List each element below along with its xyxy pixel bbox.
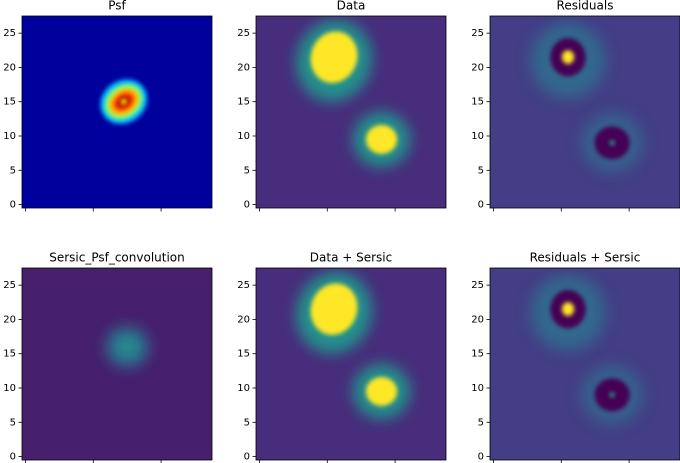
y-tick-label: 0	[10, 200, 16, 211]
axes-frame	[21, 15, 213, 209]
image	[105, 326, 149, 368]
y-tick-label: 0	[478, 200, 484, 211]
blob	[561, 302, 575, 316]
y-tick-label: 20	[471, 62, 484, 73]
y-tick-label: 5	[10, 417, 16, 428]
y-tick-label: 5	[478, 417, 484, 428]
y-tick-label: 0	[244, 452, 250, 463]
y-tick-label: 0	[10, 452, 16, 463]
blob	[120, 98, 127, 105]
axes-frame	[255, 267, 447, 461]
blob	[119, 340, 135, 354]
axes-frame	[489, 267, 680, 461]
axes-frame	[21, 267, 213, 461]
y-tick-label: 20	[237, 314, 250, 325]
panel-title: Psf	[108, 0, 126, 13]
blob	[561, 50, 575, 64]
panel-title: Residuals + Sersic	[530, 251, 641, 265]
blob	[365, 377, 398, 406]
y-tick-label: 25	[3, 280, 16, 291]
y-tick-label: 25	[3, 28, 16, 39]
blob	[310, 31, 358, 83]
y-tick-label: 10	[3, 131, 16, 142]
y-tick-label: 10	[471, 131, 484, 142]
y-tick-label: 15	[3, 349, 16, 360]
image	[296, 19, 411, 167]
y-tick-label: 10	[237, 131, 250, 142]
y-tick-label: 20	[3, 314, 16, 325]
panel-title: Data + Sersic	[310, 251, 392, 265]
axes-frame	[489, 15, 680, 209]
y-tick-label: 25	[237, 28, 250, 39]
y-tick-label: 15	[3, 97, 16, 108]
image	[100, 79, 148, 125]
blob	[310, 283, 358, 335]
y-tick-label: 25	[237, 280, 250, 291]
axes-frame	[255, 15, 447, 209]
y-tick-label: 20	[3, 62, 16, 73]
y-tick-label: 25	[471, 28, 484, 39]
y-tick-label: 20	[237, 62, 250, 73]
y-tick-label: 15	[471, 97, 484, 108]
panel-title: Data	[337, 0, 366, 13]
image	[530, 274, 643, 425]
panel-title: Sersic_Psf_convolution	[49, 251, 185, 265]
y-tick-label: 5	[478, 165, 484, 176]
panel-title: Residuals	[557, 0, 614, 13]
blob	[609, 392, 615, 398]
y-tick-label: 10	[471, 383, 484, 394]
blob	[365, 125, 398, 154]
blob	[609, 140, 615, 146]
image	[530, 22, 643, 173]
image	[296, 271, 411, 419]
y-tick-label: 10	[3, 383, 16, 394]
y-tick-label: 20	[471, 314, 484, 325]
y-tick-label: 5	[244, 417, 250, 428]
y-tick-label: 10	[237, 383, 250, 394]
y-tick-label: 0	[244, 200, 250, 211]
y-tick-label: 5	[10, 165, 16, 176]
y-tick-label: 15	[237, 97, 250, 108]
y-tick-label: 5	[244, 165, 250, 176]
y-tick-label: 0	[478, 452, 484, 463]
y-tick-label: 15	[471, 349, 484, 360]
y-tick-label: 25	[471, 280, 484, 291]
y-tick-label: 15	[237, 349, 250, 360]
